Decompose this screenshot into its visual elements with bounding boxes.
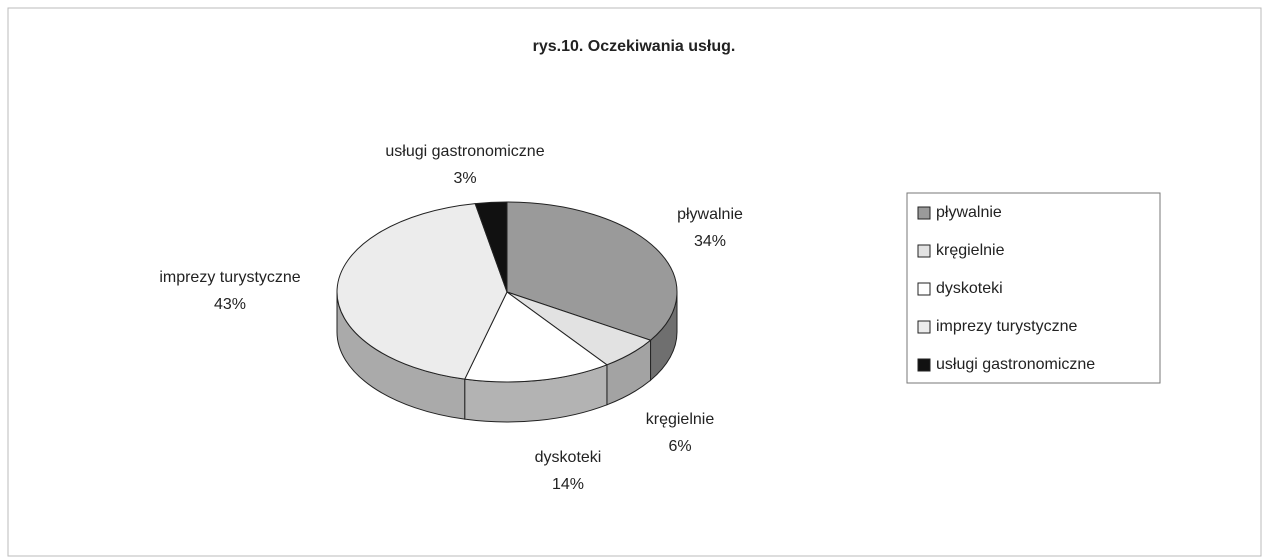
pie-slice: [506, 201, 678, 341]
legend-label: imprezy turystyczne: [936, 318, 1077, 335]
legend-swatch: [917, 244, 931, 258]
slice-label: usługi gastronomiczne: [385, 143, 544, 160]
legend-label: dyskoteki: [936, 280, 1003, 297]
legend-box: [906, 192, 1161, 384]
slice-label: dyskoteki: [535, 449, 602, 466]
pie-slice: [463, 291, 608, 383]
slice-value-label: 3%: [453, 170, 476, 187]
legend-label: kręgielnie: [936, 242, 1005, 259]
chart-title: rys.10. Oczekiwania usług.: [533, 38, 736, 55]
slice-value-label: 43%: [214, 296, 246, 313]
legend-label: pływalnie: [936, 204, 1002, 221]
slice-label: pływalnie: [677, 206, 743, 223]
slice-label: kręgielnie: [646, 411, 715, 428]
legend-swatch: [917, 358, 931, 372]
legend-swatch: [917, 320, 931, 334]
slice-value-label: 6%: [668, 438, 691, 455]
pie-slice: [336, 203, 508, 380]
slice-value-label: 14%: [552, 476, 584, 493]
slice-value-label: 34%: [694, 233, 726, 250]
slice-label: imprezy turystyczne: [159, 269, 300, 286]
legend-label: usługi gastronomiczne: [936, 356, 1095, 373]
legend-swatch: [917, 206, 931, 220]
pie-slice: [474, 201, 508, 293]
legend-swatch: [917, 282, 931, 296]
